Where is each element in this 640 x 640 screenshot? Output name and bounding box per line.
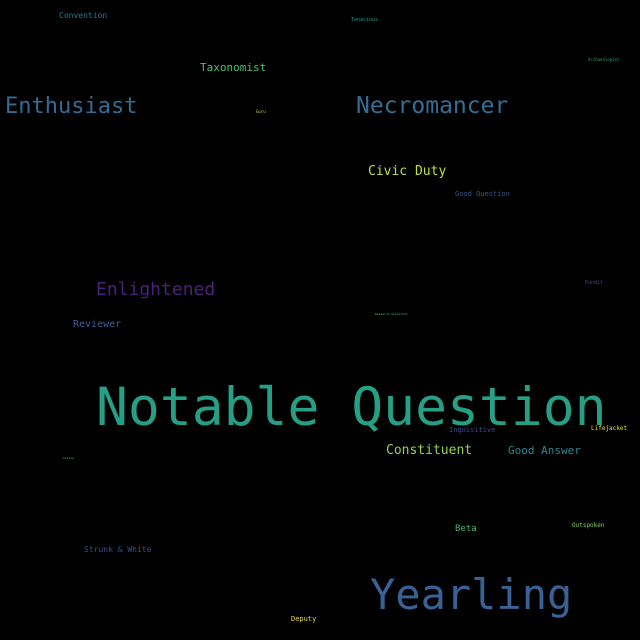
word-tenacious: Tenacious <box>351 17 379 23</box>
word-archaeologist: Archaeologist <box>588 57 620 62</box>
word-yellow: Yellow <box>63 456 74 460</box>
word-civic-duty: Civic Duty <box>368 164 447 179</box>
word-notable-question: Notable Question <box>96 377 607 438</box>
word-necromancer: Necromancer <box>356 93 509 119</box>
word-guru: Guru <box>256 109 266 114</box>
word-enthusiast: Enthusiast <box>5 94 138 119</box>
word-lifejacket: Lifejacket <box>591 425 628 432</box>
word-deputy: Deputy <box>291 615 317 623</box>
word-constituent: Constituent <box>386 443 473 458</box>
word-strunk-white: Strunk & White <box>84 545 152 554</box>
word-good-question: Good Question <box>455 190 510 198</box>
word-yearling: Yearling <box>370 570 573 619</box>
word-outspoken: Outspoken <box>572 522 605 529</box>
word-pundit: Pundit <box>585 280 604 286</box>
word-enlightened: Enlightened <box>96 279 216 300</box>
word-good-answer: Good Answer <box>508 444 581 457</box>
word-research-assistant: Research Assistant <box>375 312 408 316</box>
word-inquisitive: Inquisitive <box>449 426 496 434</box>
word-reviewer: Reviewer <box>73 319 122 330</box>
word-beta: Beta <box>455 524 477 534</box>
word-taxonomist: Taxonomist <box>200 61 267 74</box>
word-convention: Convention <box>59 11 108 20</box>
